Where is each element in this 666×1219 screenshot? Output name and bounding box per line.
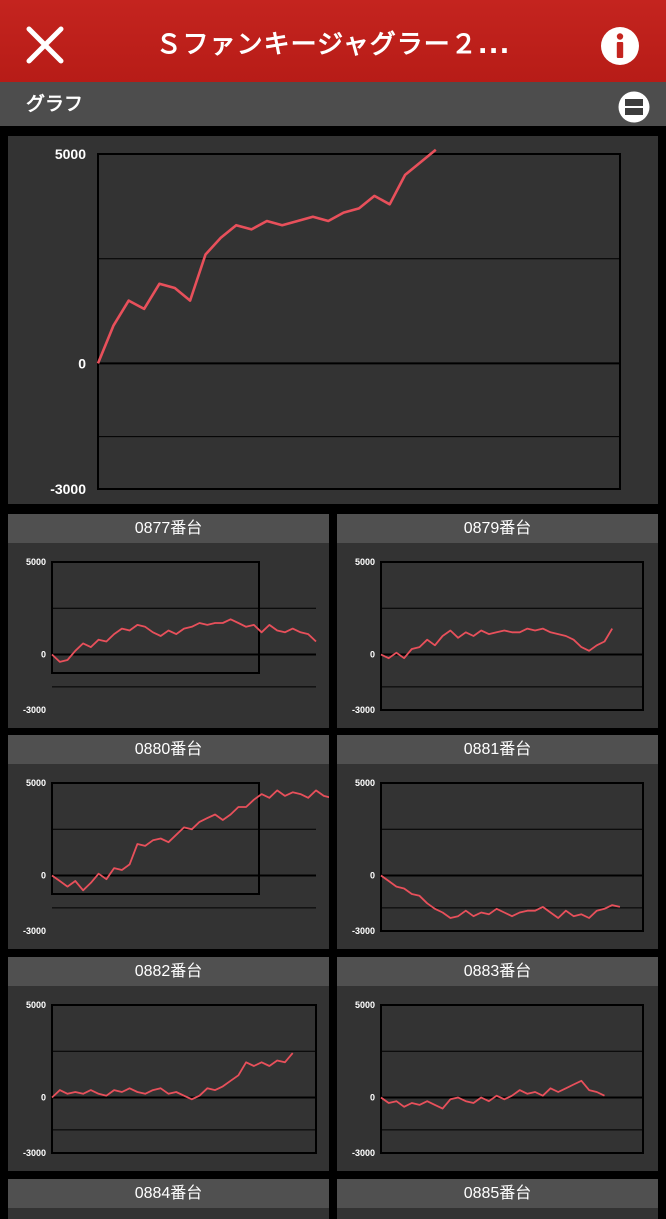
y-tick-label: -3000 [23,926,46,936]
plot-frame [380,1004,644,1154]
y-tick-label: 5000 [26,557,46,567]
series-line [380,627,613,660]
machine-panel-0883[interactable]: 0883番台 5000 0 -3000 [337,957,658,1171]
machine-title: 0877番台 [8,514,329,543]
machine-chart: 5000 0 -3000 [352,557,644,715]
machine-chart: 5000 0 -3000 [352,778,644,936]
plot-frame [51,1004,317,1154]
y-tick-label: -3000 [23,705,46,715]
machine-panel-0877[interactable]: 0877番台 5000 0 -3000 [8,514,329,728]
main-chart: 5000 0 -3000 [50,146,621,497]
section-title: グラフ [26,93,84,115]
y-tick-label: 0 [370,650,375,660]
layout-toggle-icon [618,91,650,123]
close-icon [26,26,64,64]
machine-panel-0885[interactable]: 0885番台 [337,1179,658,1219]
main-chart-panel: 5000 0 -3000 [8,136,658,504]
y-tick-label: 5000 [55,146,86,162]
machine-title: 0880番台 [8,735,329,764]
machine-panel-0879[interactable]: 0879番台 5000 0 -3000 [337,514,658,728]
machine-title: 0883番台 [337,957,658,986]
page-title: Ｓファンキージャグラー２... [155,30,511,60]
plot-frame [97,153,621,490]
machine-chart: 5000 0 -3000 [352,1000,644,1158]
y-tick-label: 0 [41,1093,46,1103]
y-tick-label: 5000 [355,557,375,567]
machine-panel-0880[interactable]: 0880番台 5000 0 -3000 [8,735,329,949]
y-tick-label: 5000 [355,778,375,788]
y-tick-label: 5000 [26,778,46,788]
machine-panel-0884[interactable]: 0884番台 [8,1179,329,1219]
series-line [96,148,437,364]
info-button[interactable] [600,26,640,66]
plot-frame [51,782,260,895]
series-line [51,1052,294,1101]
machine-title: 0882番台 [8,957,329,986]
section-bar: グラフ [0,82,666,126]
machine-chart: 5000 0 -3000 [23,557,317,715]
info-icon [601,27,639,65]
machine-chart: 5000 0 -3000 [23,778,329,936]
series-line [380,1079,605,1110]
series-line [51,618,317,663]
y-tick-label: -3000 [352,926,375,936]
machine-title: 0879番台 [337,514,658,543]
machine-title: 0884番台 [8,1179,329,1208]
layout-toggle-button[interactable] [618,91,650,123]
plot-frame [380,782,644,932]
machine-chart: 5000 0 -3000 [23,1000,317,1158]
y-tick-label: 0 [41,871,46,881]
y-tick-label: -3000 [352,1148,375,1158]
machine-panel-0882[interactable]: 0882番台 5000 0 -3000 [8,957,329,1171]
y-tick-label: -3000 [352,705,375,715]
plot-frame [380,561,644,711]
y-tick-label: 0 [41,650,46,660]
y-tick-label: 5000 [26,1000,46,1010]
y-tick-label: 0 [78,355,86,371]
y-tick-label: 0 [370,1093,375,1103]
y-tick-label: -3000 [50,481,86,497]
series-line [380,874,621,919]
close-button[interactable] [22,22,68,68]
machine-title: 0881番台 [337,735,658,764]
plot-frame [51,561,260,674]
series-line [51,789,329,892]
machine-title: 0885番台 [337,1179,658,1208]
top-app-bar: Ｓファンキージャグラー２... [0,0,666,82]
y-tick-label: 5000 [355,1000,375,1010]
y-tick-label: -3000 [23,1148,46,1158]
y-tick-label: 0 [370,871,375,881]
machine-panel-0881[interactable]: 0881番台 5000 0 -3000 [337,735,658,949]
